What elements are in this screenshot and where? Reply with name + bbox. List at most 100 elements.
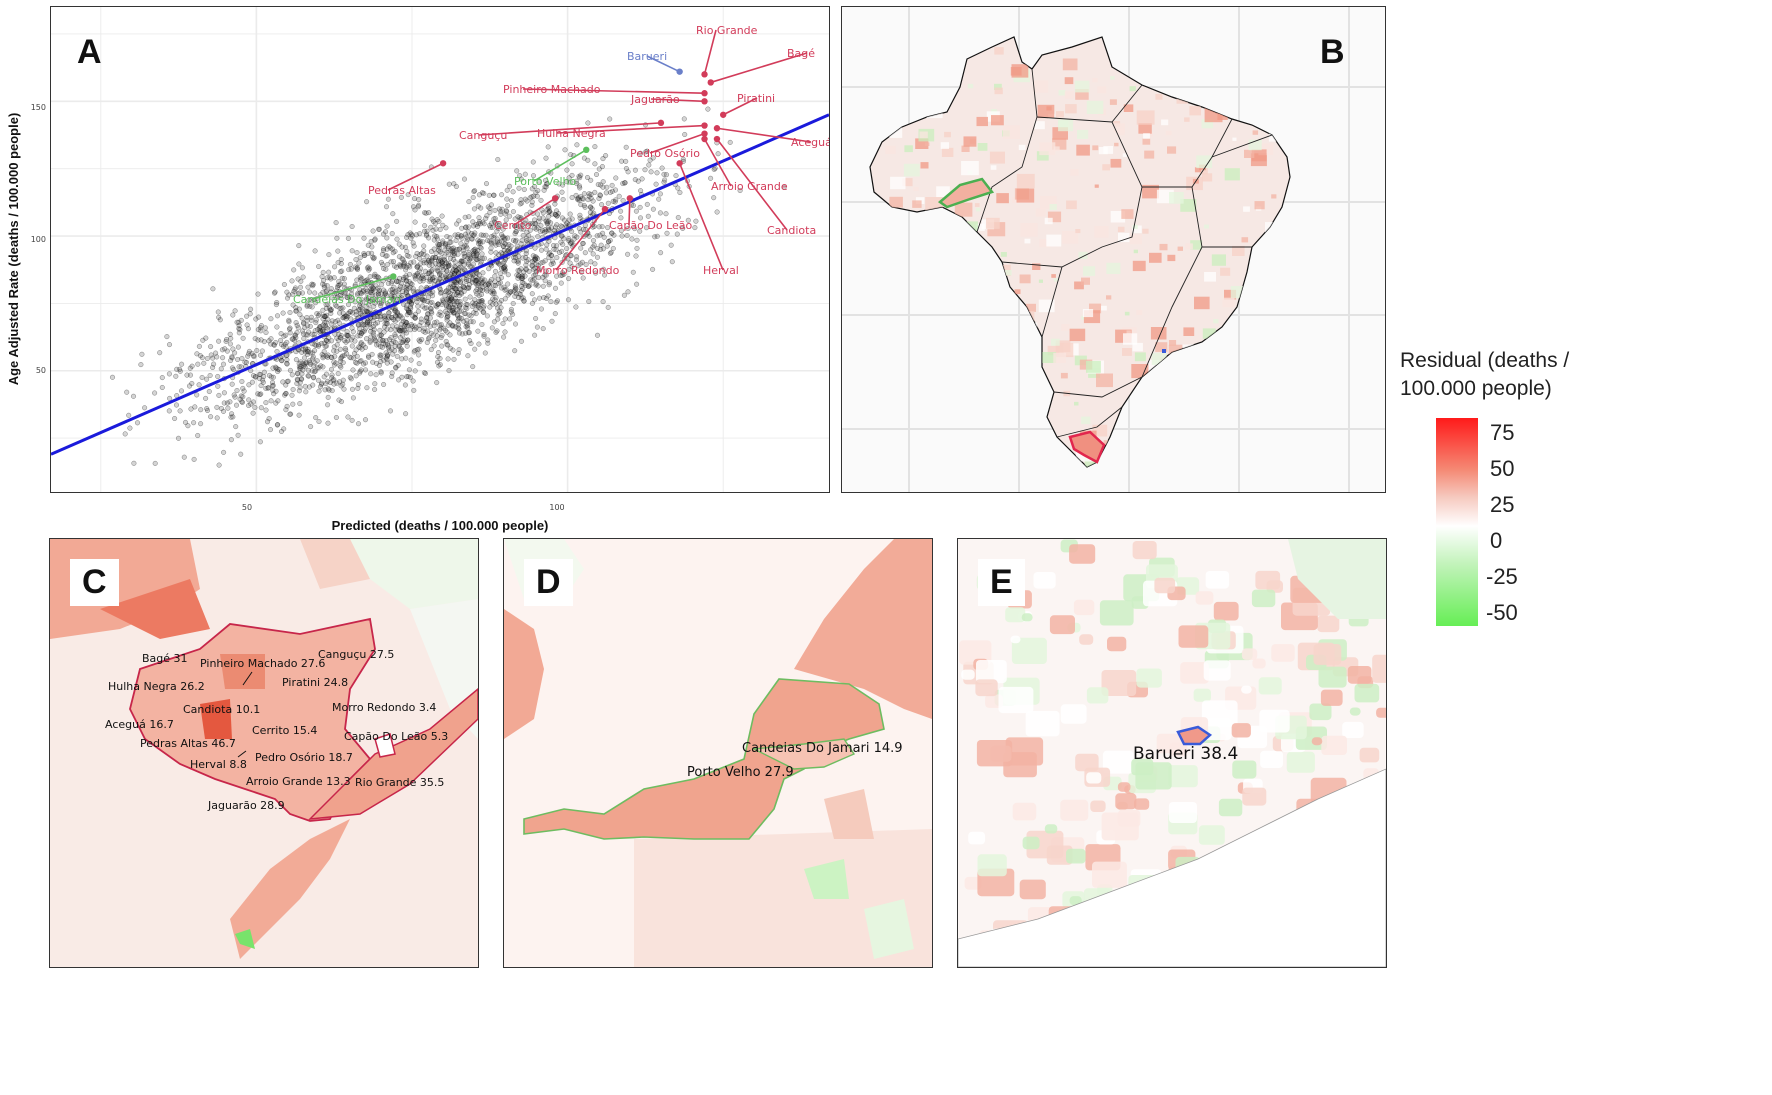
scatter-point <box>475 203 481 209</box>
scatter-point <box>567 260 573 266</box>
municipality-cell <box>927 104 941 115</box>
scatter-point <box>224 400 230 406</box>
scatter-point <box>303 360 309 366</box>
scatter-point <box>301 361 307 368</box>
scatter-point <box>477 244 483 250</box>
municipality-cell <box>1167 146 1177 154</box>
municipality-cell <box>975 207 981 212</box>
scatter-point <box>523 266 529 272</box>
scatter-point <box>389 323 395 329</box>
scatter-point <box>444 288 450 294</box>
scatter-point <box>496 261 502 267</box>
scatter-point <box>453 291 459 298</box>
scatter-point <box>608 249 614 255</box>
scatter-point <box>453 183 459 190</box>
municipality-cell <box>1094 184 1099 188</box>
scatter-point <box>314 311 320 317</box>
municipality-cell <box>1102 164 1110 171</box>
scatter-point <box>564 167 570 173</box>
leader-line <box>628 198 631 226</box>
scatter-point <box>381 381 387 388</box>
municipality-cell <box>1005 607 1026 623</box>
scatter-point <box>320 322 326 328</box>
scatter-point <box>368 286 374 292</box>
municipality-cell <box>1198 825 1225 845</box>
scatter-point <box>366 354 372 360</box>
municipality-cell <box>1011 197 1019 203</box>
scatter-point <box>524 198 530 204</box>
scatter-point <box>380 297 386 303</box>
scatter-point <box>436 242 442 248</box>
scatter-point <box>398 340 404 346</box>
scatter-point <box>414 270 421 276</box>
municipality-cell <box>1076 144 1090 156</box>
scatter-point <box>344 333 350 339</box>
municipality-cell <box>1191 437 1200 444</box>
scatter-point <box>191 456 197 462</box>
scatter-point <box>552 224 559 230</box>
scatter-point <box>307 303 313 309</box>
municipality-cell <box>1083 266 1096 276</box>
scatter-point <box>343 316 349 322</box>
scatter-point <box>229 381 235 387</box>
municipality-cell <box>1154 577 1176 594</box>
scatter-point <box>531 217 538 223</box>
scatter-point <box>472 248 478 254</box>
municipality-cell <box>1129 86 1136 92</box>
scatter-point <box>504 196 510 202</box>
scatter-point <box>417 278 423 284</box>
municipality-cell <box>964 252 969 257</box>
scatter-point <box>292 332 298 339</box>
scatter-point <box>379 251 385 257</box>
scatter-point <box>491 219 498 225</box>
scatter-point <box>388 327 394 333</box>
scatter-point <box>463 224 469 230</box>
scatter-point <box>437 270 443 276</box>
scatter-point <box>283 407 289 413</box>
municipality-cell <box>994 87 1003 95</box>
scatter-point <box>431 237 437 243</box>
scatter-point <box>367 339 373 345</box>
scatter-point <box>408 280 414 287</box>
scatter-point <box>470 319 476 325</box>
scatter-point <box>535 233 541 240</box>
scatter-point <box>375 288 381 294</box>
scatter-point <box>429 310 435 316</box>
scatter-point <box>479 251 485 257</box>
scatter-point <box>195 432 201 439</box>
municipality-cell <box>1133 249 1138 254</box>
scatter-point <box>445 263 452 269</box>
scatter-point <box>201 360 207 366</box>
scatter-point <box>335 260 341 266</box>
municipality-cell <box>1141 416 1151 424</box>
scatter-point <box>341 386 347 392</box>
scatter-point <box>315 377 321 383</box>
scatter-point <box>258 328 264 334</box>
scatter-point <box>507 213 513 219</box>
scatter-point <box>370 287 376 293</box>
scatter-point <box>390 258 397 265</box>
scatter-point <box>496 223 502 229</box>
scatter-point <box>465 353 471 359</box>
municipality-cell <box>961 161 979 176</box>
scatter-point <box>643 225 650 231</box>
scatter-point <box>476 304 482 310</box>
scatter-point <box>273 400 279 406</box>
scatter-point <box>453 324 459 330</box>
scatter-point <box>494 305 501 311</box>
municipality-cell <box>1032 80 1049 93</box>
scatter-point <box>446 368 452 374</box>
scatter-point <box>456 246 463 252</box>
scatter-point <box>377 333 383 339</box>
municipality-cell <box>955 249 970 261</box>
scatter-point <box>321 374 327 380</box>
scatter-point <box>381 313 387 319</box>
scatter-point <box>287 411 293 417</box>
scatter-point <box>291 288 297 294</box>
scatter-point <box>538 260 544 266</box>
scatter-point <box>630 202 636 209</box>
scatter-point <box>354 292 361 298</box>
scatter-point <box>451 310 457 316</box>
scatter-point <box>373 292 379 298</box>
scatter-point <box>479 298 485 304</box>
